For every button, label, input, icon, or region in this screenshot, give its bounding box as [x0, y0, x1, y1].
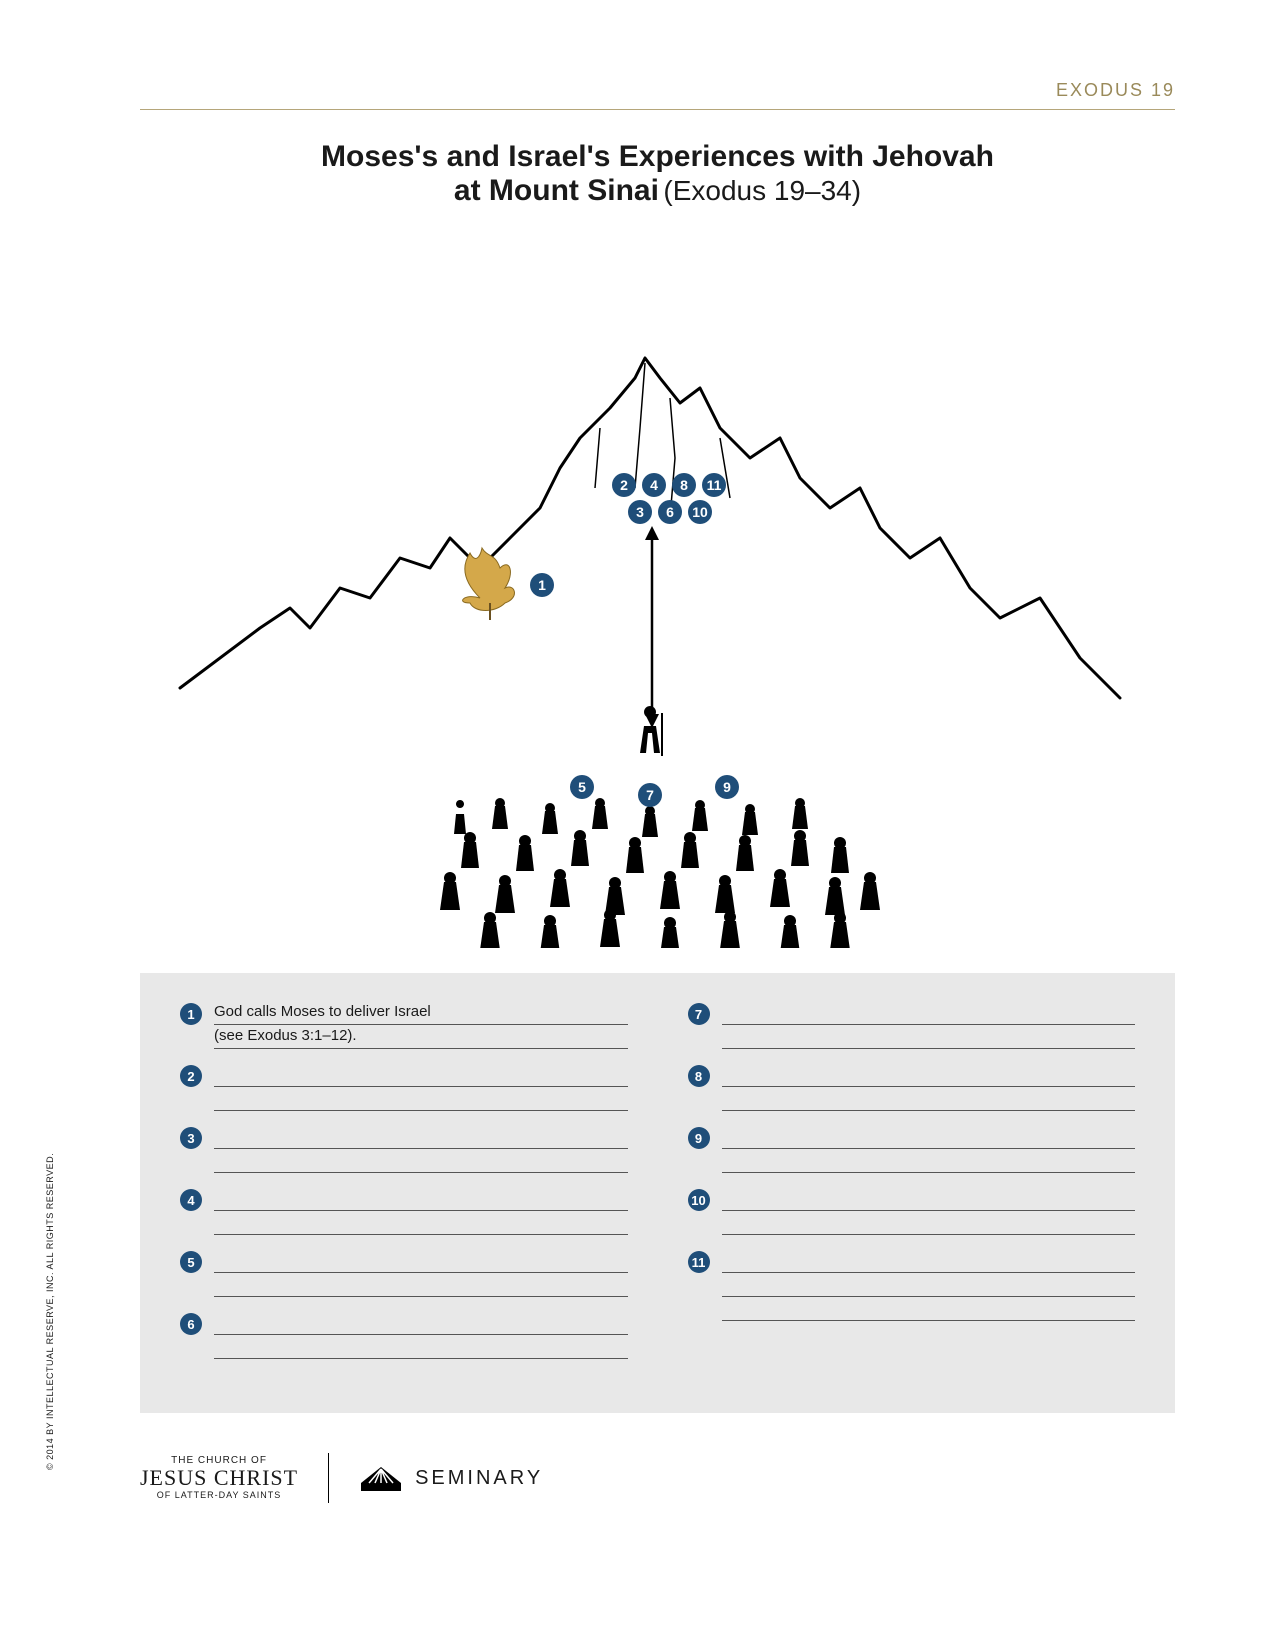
- worksheet-entry-lines: [214, 1125, 628, 1173]
- worksheet-entry-lines: [214, 1311, 628, 1359]
- church-logo: THE CHURCH OF JESUS CHRIST OF LATTER-DAY…: [140, 1455, 298, 1500]
- diagram-marker-10: 10: [688, 500, 712, 524]
- worksheet-line: [214, 1311, 628, 1335]
- worksheet-line: God calls Moses to deliver Israel: [214, 1001, 628, 1025]
- crowd-icon: [440, 798, 880, 948]
- worksheet-entry-number: 2: [180, 1065, 202, 1087]
- worksheet-line: [722, 1249, 1136, 1273]
- title-line-2-ref: (Exodus 19–34): [663, 175, 861, 206]
- worksheet-line: (see Exodus 3:1–12).: [214, 1025, 628, 1049]
- title-line-2-bold: at Mount Sinai: [454, 174, 659, 207]
- worksheet-entry-lines: [722, 1063, 1136, 1111]
- worksheet-entry-5: 5: [180, 1249, 628, 1297]
- footer-divider: [328, 1453, 329, 1503]
- worksheet-entry-10: 10: [688, 1187, 1136, 1235]
- seminary-logo: SEMINARY: [359, 1463, 543, 1493]
- worksheet-entry-number: 5: [180, 1251, 202, 1273]
- title-line-2: at Mount Sinai (Exodus 19–34): [140, 174, 1175, 208]
- worksheet-line: [722, 1273, 1136, 1297]
- mountain-outline: [180, 358, 1120, 698]
- worksheet-line: [214, 1063, 628, 1087]
- diagram-marker-8: 8: [672, 473, 696, 497]
- worksheet-entry-4: 4: [180, 1187, 628, 1235]
- worksheet-entry-number: 11: [688, 1251, 710, 1273]
- worksheet-entry-lines: [722, 1187, 1136, 1235]
- worksheet-entry-number: 4: [180, 1189, 202, 1211]
- worksheet-entry-2: 2: [180, 1063, 628, 1111]
- worksheet-entry-number: 9: [688, 1127, 710, 1149]
- worksheet-line: [214, 1125, 628, 1149]
- diagram-marker-6: 6: [658, 500, 682, 524]
- worksheet-entry-3: 3: [180, 1125, 628, 1173]
- worksheet-entry-11: 11: [688, 1249, 1136, 1321]
- diagram-marker-11: 11: [702, 473, 726, 497]
- worksheet-line: [722, 1149, 1136, 1173]
- worksheet-line: [722, 1025, 1136, 1049]
- title-block: Moses's and Israel's Experiences with Je…: [140, 140, 1175, 208]
- worksheet-entry-lines: [722, 1125, 1136, 1173]
- diagram-marker-1: 1: [530, 573, 554, 597]
- church-logo-bot: OF LATTER-DAY SAINTS: [140, 1491, 298, 1501]
- worksheet-entry-lines: God calls Moses to deliver Israel(see Ex…: [214, 1001, 628, 1049]
- seminary-icon: [359, 1463, 403, 1493]
- worksheet-entry-6: 6: [180, 1311, 628, 1359]
- worksheet-line: [214, 1249, 628, 1273]
- worksheet-line: [214, 1211, 628, 1235]
- diagram: 24811 3610 1 5 7 9: [140, 228, 1175, 948]
- page: EXODUS 19 Moses's and Israel's Experienc…: [0, 0, 1275, 1650]
- diagram-marker-3: 3: [628, 500, 652, 524]
- diagram-marker-4: 4: [642, 473, 666, 497]
- worksheet-line: [214, 1335, 628, 1359]
- worksheet-line: [214, 1273, 628, 1297]
- worksheet-entry-number: 6: [180, 1313, 202, 1335]
- worksheet-line: [214, 1187, 628, 1211]
- worksheet-entry-number: 10: [688, 1189, 710, 1211]
- header-reference: EXODUS 19: [140, 80, 1175, 110]
- double-arrow-icon: [645, 526, 659, 728]
- moses-figure-icon: [640, 706, 662, 756]
- worksheet-entry-8: 8: [688, 1063, 1136, 1111]
- church-logo-mid: JESUS CHRIST: [140, 1466, 298, 1490]
- diagram-marker-5: 5: [570, 775, 594, 799]
- worksheet-line: [722, 1087, 1136, 1111]
- worksheet-entry-number: 8: [688, 1065, 710, 1087]
- copyright-text: © 2014 BY INTELLECTUAL RESERVE, INC. ALL…: [45, 1153, 55, 1470]
- worksheet-entry-lines: [722, 1001, 1136, 1049]
- worksheet-entry-number: 3: [180, 1127, 202, 1149]
- worksheet-entry-lines: [722, 1249, 1136, 1321]
- worksheet-entry-9: 9: [688, 1125, 1136, 1173]
- worksheet-line: [722, 1001, 1136, 1025]
- worksheet-line: [722, 1297, 1136, 1321]
- worksheet-line: [722, 1125, 1136, 1149]
- seminary-label: SEMINARY: [415, 1467, 543, 1490]
- worksheet-line: [722, 1063, 1136, 1087]
- worksheet-entry-number: 1: [180, 1003, 202, 1025]
- footer: THE CHURCH OF JESUS CHRIST OF LATTER-DAY…: [140, 1453, 1175, 1503]
- worksheet-entry-1: 1 God calls Moses to deliver Israel(see E…: [180, 1001, 628, 1049]
- worksheet-line: [722, 1187, 1136, 1211]
- worksheet-line: [722, 1211, 1136, 1235]
- worksheet-entry-lines: [214, 1187, 628, 1235]
- title-line-1: Moses's and Israel's Experiences with Je…: [140, 140, 1175, 174]
- worksheet-entry-number: 7: [688, 1003, 710, 1025]
- worksheet-line: [214, 1149, 628, 1173]
- worksheet-column-left: 1 God calls Moses to deliver Israel(see E…: [180, 1001, 628, 1373]
- worksheet-entry-7: 7: [688, 1001, 1136, 1049]
- diagram-marker-2: 2: [612, 473, 636, 497]
- worksheet-entry-lines: [214, 1063, 628, 1111]
- worksheet: 1 God calls Moses to deliver Israel(see E…: [140, 973, 1175, 1413]
- worksheet-column-right: 7 8 9 10 11: [688, 1001, 1136, 1373]
- worksheet-line: [214, 1087, 628, 1111]
- burning-bush-icon: [463, 548, 515, 620]
- worksheet-entry-lines: [214, 1249, 628, 1297]
- diagram-marker-9: 9: [715, 775, 739, 799]
- mountain-svg: [140, 228, 1160, 948]
- diagram-marker-7: 7: [638, 783, 662, 807]
